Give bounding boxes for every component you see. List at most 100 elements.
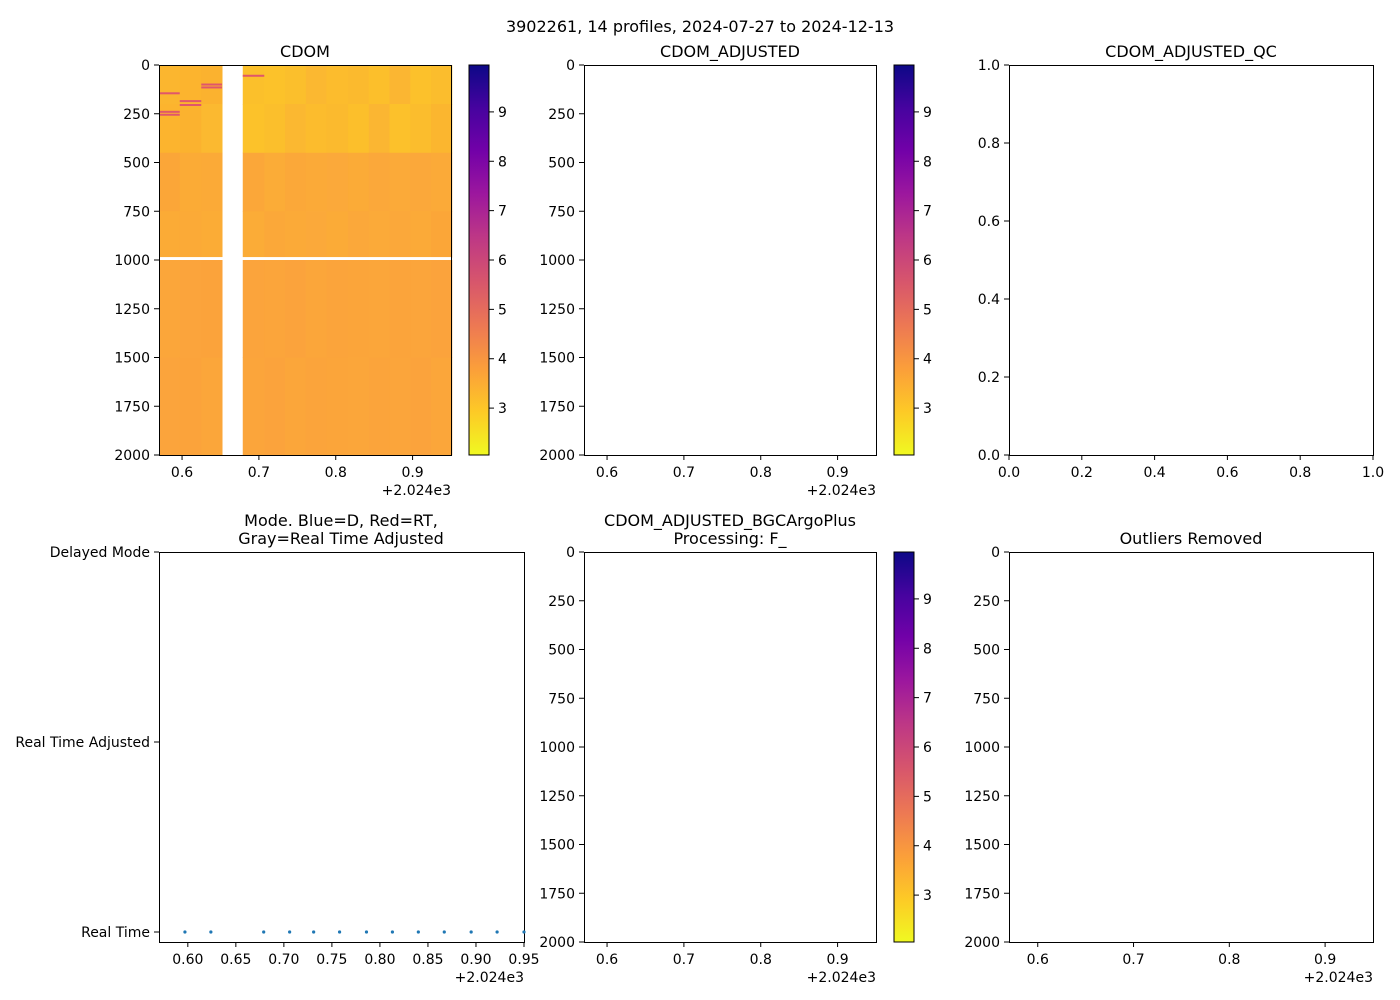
- mode-x-tick-label: 0.90: [460, 952, 491, 968]
- cdom-adjusted-y-tick-label: 2000: [539, 448, 575, 464]
- heatmap-cell: [431, 65, 453, 105]
- heatmap-cell: [431, 152, 453, 212]
- heatmap-cell: [242, 211, 265, 258]
- heatmap-cell: [368, 152, 391, 212]
- outliers-y-tick-label: 1500: [964, 838, 1000, 854]
- heatmap-cell: [179, 104, 202, 154]
- cdom-adjusted-colorbar-tick-label: 5: [923, 302, 932, 318]
- heatmap-cell: [348, 104, 370, 154]
- panel-bgc-argo-plus-title-line-2: Processing: F_: [673, 529, 787, 549]
- heatmap-cell: [285, 65, 307, 105]
- bgc-argo-plus-colorbar: [893, 551, 915, 943]
- heatmap-cell: [348, 65, 370, 105]
- cdom-adjusted-colorbar-tick-label: 6: [923, 253, 932, 269]
- cdom-adjusted-colorbar: [893, 64, 915, 456]
- outliers-y-tick-label: 1000: [964, 740, 1000, 756]
- cdom-y-tick-label: 250: [123, 107, 150, 123]
- heatmap-cell: [305, 211, 328, 258]
- heatmap-cell: [179, 65, 202, 105]
- cdom-adjusted-colorbar-tick-label: 3: [923, 401, 932, 417]
- cdom-adjusted-x-tick-label: 0.8: [750, 465, 772, 481]
- panel-mode-title-line-2: Gray=Real Time Adjusted: [238, 529, 444, 548]
- bgc-argo-plus-colorbar-tick-label: 9: [923, 592, 932, 608]
- heatmap-cell: [159, 104, 181, 154]
- heatmap-cell: [368, 357, 391, 456]
- cdom-colorbar-tick-label: 6: [498, 253, 507, 269]
- panel-mode: Mode. Blue=D, Red=RT, Gray=Real Time Adj…: [15, 511, 539, 986]
- cdom-x-tick-label: 0.7: [248, 465, 270, 481]
- heatmap-cell: [179, 357, 202, 456]
- panel-cdom-adjusted-qc-frame: [1009, 65, 1374, 456]
- heatmap-cell: [305, 152, 328, 212]
- bgc-argo-plus-colorbar-tick-label: 7: [923, 691, 932, 707]
- panel-cdom-adjusted-axes: 0.6 0.7 0.8 0.9 0 250 500 750 1000 1250 1500 1750 20…: [539, 58, 848, 481]
- heatmap-cell: [326, 152, 349, 212]
- cdom-adjusted-x-tick-label: 0.6: [596, 465, 618, 481]
- heatmap-outlier-streak: [242, 74, 265, 77]
- heatmap-cell: [410, 104, 432, 154]
- cdom-colorbar-tick-label: 5: [498, 302, 507, 318]
- bgc-argo-plus-y-tick-label: 250: [548, 594, 575, 610]
- heatmap-cell: [264, 152, 286, 212]
- cdom-adjusted-y-tick-label: 1750: [539, 399, 575, 415]
- outliers-x-tick-label: 0.9: [1314, 952, 1336, 968]
- heatmap-cell: [389, 65, 411, 105]
- cdom-y-tick-label: 500: [123, 156, 150, 172]
- heatmap-cell: [389, 152, 411, 212]
- heatmap-cell: [179, 152, 202, 212]
- bgc-argo-plus-colorbar-ticks: 3 4 5 6 7 8 9: [914, 592, 932, 904]
- cdom-adjusted-y-tick-label: 250: [548, 107, 575, 123]
- heatmap-cell: [305, 260, 328, 358]
- mode-x-tick-label: 0.65: [220, 952, 251, 968]
- heatmap-cell: [410, 260, 432, 358]
- cdom-colorbar-tick-label: 4: [498, 352, 507, 368]
- mode-point: [469, 930, 473, 934]
- heatmap-cell: [389, 211, 411, 258]
- outliers-x-tick-label: 0.6: [1027, 952, 1049, 968]
- heatmap-cell: [410, 357, 432, 456]
- heatmap-cell: [410, 65, 432, 105]
- cdom-colorbar-tick-label: 9: [498, 105, 507, 121]
- mode-point: [390, 930, 395, 934]
- cdom-y-tick-label: 0: [141, 58, 150, 74]
- cdom-adjusted-y-tick-label: 1000: [539, 253, 575, 269]
- panel-bgc-argo-plus: CDOM_ADJUSTED_BGCArgoPlus Processing: F_…: [539, 511, 932, 986]
- qc-x-tick-label: 1.0: [1362, 465, 1384, 481]
- panel-cdom-x-offset: +2.024e3: [382, 483, 451, 499]
- heatmap-cell: [285, 152, 307, 212]
- qc-y-tick-label: 0.2: [978, 370, 1000, 386]
- heatmap-cell: [305, 65, 328, 105]
- heatmap-depth-gap: [159, 257, 451, 260]
- heatmap-cell: [348, 260, 370, 358]
- cdom-adjusted-y-tick-label: 1500: [539, 351, 575, 367]
- panel-outliers-axes: 0.6 0.7 0.8 0.9 0 250 500 750 1000 1250 1500 1750 20…: [964, 545, 1336, 968]
- bgc-argo-plus-y-tick-label: 2000: [539, 935, 575, 951]
- heatmap-cell: [368, 211, 391, 258]
- heatmap-cell: [389, 104, 411, 154]
- cdom-x-tick-label: 0.8: [325, 465, 347, 481]
- heatmap-cell: [201, 211, 223, 258]
- cdom-colorbar-tick-label: 8: [498, 154, 507, 170]
- panel-cdom-adjusted-qc: CDOM_ADJUSTED_QC 0.0 0.2 0.4 0.6 0.8 1.00.00.…: [978, 42, 1384, 481]
- heatmap-cell: [242, 65, 265, 105]
- heatmap-cell: [242, 104, 265, 154]
- heatmap-cell: [264, 65, 286, 105]
- qc-y-tick-label: 0.4: [978, 292, 1000, 308]
- bgc-argo-plus-x-tick-label: 0.8: [750, 952, 772, 968]
- heatmap-cell: [201, 152, 223, 212]
- outliers-y-tick-label: 0: [991, 545, 1000, 561]
- heatmap-cell: [389, 260, 411, 358]
- panel-bgc-argo-plus-x-offset: +2.024e3: [807, 970, 876, 986]
- heatmap-cell: [201, 104, 223, 154]
- heatmap-cell: [348, 357, 370, 456]
- mode-point: [495, 930, 499, 934]
- mode-point: [288, 930, 292, 934]
- outliers-y-tick-label: 1750: [964, 886, 1000, 902]
- outliers-y-tick-label: 2000: [964, 935, 1000, 951]
- bgc-argo-plus-x-tick-label: 0.6: [596, 952, 618, 968]
- heatmap-cell: [368, 65, 391, 105]
- panel-mode-axes: 0.60 0.65 0.70 0.75 0.80 0.85 0.90 0.95 Delayed …: [15, 545, 539, 968]
- mode-x-tick-label: 0.75: [316, 952, 347, 968]
- mode-point: [183, 930, 187, 934]
- mode-point: [209, 930, 213, 934]
